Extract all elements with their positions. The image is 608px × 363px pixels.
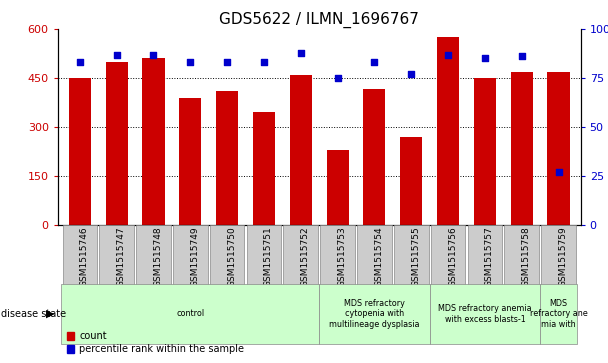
FancyBboxPatch shape — [283, 225, 318, 287]
Point — [443, 52, 453, 57]
FancyBboxPatch shape — [541, 225, 576, 287]
Point — [370, 60, 379, 65]
Point — [406, 71, 416, 77]
Bar — [216, 91, 238, 225]
Text: GSM1515751: GSM1515751 — [264, 226, 273, 287]
Point — [517, 54, 527, 60]
FancyBboxPatch shape — [99, 225, 134, 287]
Bar — [290, 75, 312, 225]
Bar — [511, 72, 533, 225]
Text: disease state: disease state — [1, 309, 66, 319]
Point — [296, 50, 306, 56]
Point — [554, 169, 564, 175]
Point — [148, 52, 158, 57]
FancyBboxPatch shape — [394, 225, 429, 287]
Point — [75, 60, 85, 65]
Legend: count, percentile rank within the sample: count, percentile rank within the sample — [63, 327, 248, 358]
Bar — [106, 62, 128, 225]
Bar — [142, 58, 165, 225]
FancyBboxPatch shape — [430, 284, 540, 344]
Bar — [400, 137, 423, 225]
Point — [223, 60, 232, 65]
Text: control: control — [176, 310, 204, 318]
Text: GSM1515757: GSM1515757 — [485, 226, 494, 287]
Text: MDS refractory anemia
with excess blasts-1: MDS refractory anemia with excess blasts… — [438, 304, 532, 324]
FancyBboxPatch shape — [505, 225, 539, 287]
Text: GSM1515746: GSM1515746 — [80, 226, 89, 287]
Bar — [547, 72, 570, 225]
Point — [480, 56, 490, 61]
Text: GSM1515747: GSM1515747 — [117, 226, 126, 287]
Bar — [253, 112, 275, 225]
Text: GSM1515759: GSM1515759 — [559, 226, 567, 287]
FancyBboxPatch shape — [540, 284, 577, 344]
FancyBboxPatch shape — [320, 225, 355, 287]
Bar — [69, 78, 91, 225]
FancyBboxPatch shape — [431, 225, 465, 287]
FancyBboxPatch shape — [173, 225, 207, 287]
FancyBboxPatch shape — [247, 225, 282, 287]
FancyBboxPatch shape — [63, 225, 97, 287]
Text: GSM1515750: GSM1515750 — [227, 226, 236, 287]
FancyBboxPatch shape — [357, 225, 392, 287]
Text: GSM1515756: GSM1515756 — [448, 226, 457, 287]
FancyBboxPatch shape — [319, 284, 430, 344]
Text: GSM1515758: GSM1515758 — [522, 226, 531, 287]
FancyBboxPatch shape — [61, 284, 319, 344]
Text: GSM1515753: GSM1515753 — [337, 226, 347, 287]
Text: GSM1515752: GSM1515752 — [301, 226, 310, 287]
Text: GSM1515748: GSM1515748 — [153, 226, 162, 287]
Bar — [326, 150, 348, 225]
Bar — [179, 98, 201, 225]
Text: GSM1515754: GSM1515754 — [375, 226, 384, 287]
FancyBboxPatch shape — [468, 225, 502, 287]
Title: GDS5622 / ILMN_1696767: GDS5622 / ILMN_1696767 — [219, 12, 419, 28]
Text: MDS
refractory ane
mia with: MDS refractory ane mia with — [530, 299, 587, 329]
Point — [185, 60, 195, 65]
Point — [259, 60, 269, 65]
Text: GSM1515755: GSM1515755 — [411, 226, 420, 287]
Text: ▶: ▶ — [46, 309, 54, 319]
Text: MDS refractory
cytopenia with
multilineage dysplasia: MDS refractory cytopenia with multilinea… — [329, 299, 420, 329]
FancyBboxPatch shape — [210, 225, 244, 287]
Point — [333, 75, 342, 81]
Bar — [437, 37, 459, 225]
Text: GSM1515749: GSM1515749 — [190, 226, 199, 287]
FancyBboxPatch shape — [136, 225, 171, 287]
Point — [112, 52, 122, 57]
Bar — [474, 78, 496, 225]
Bar — [364, 89, 385, 225]
